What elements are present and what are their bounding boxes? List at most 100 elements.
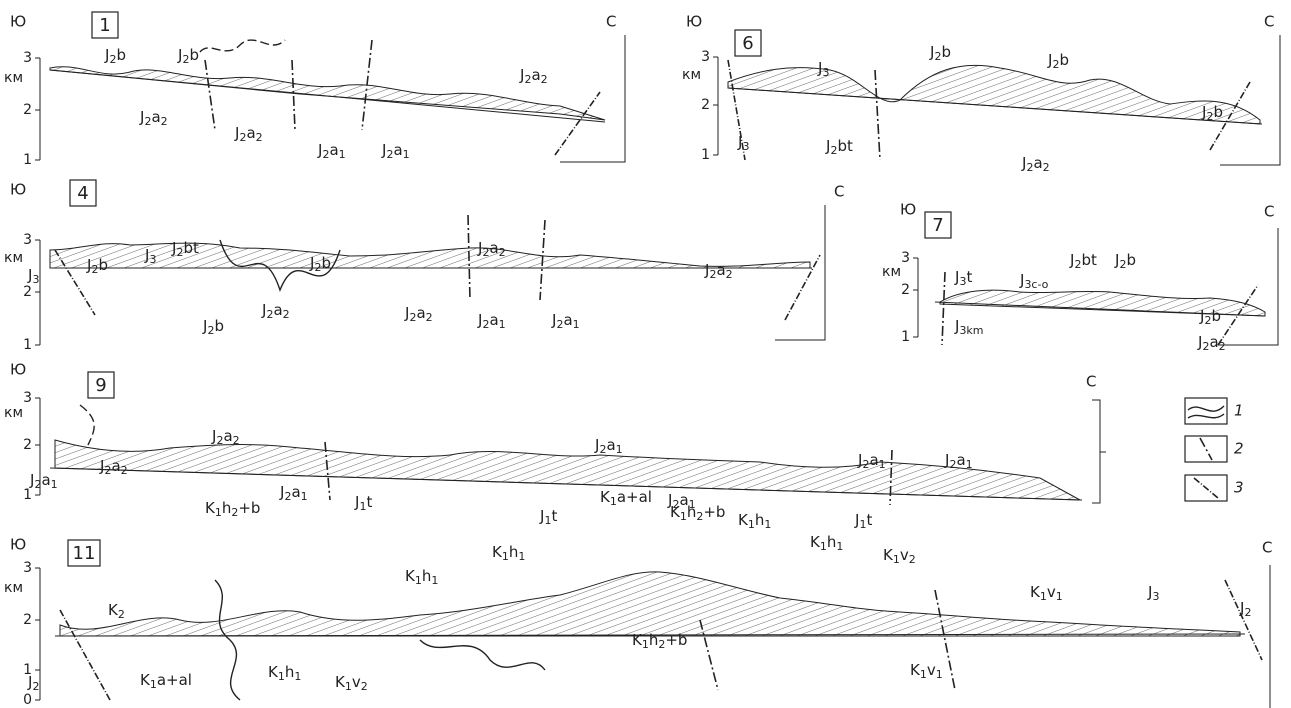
formation-label: J2a1 <box>29 471 58 492</box>
subscript: 1 <box>518 550 525 563</box>
subscript: 1 <box>499 318 506 331</box>
subscript: 2 <box>1052 58 1059 71</box>
label-text: b <box>116 46 126 64</box>
label-text: b <box>1059 51 1069 69</box>
axis-unit: км <box>4 70 23 86</box>
label-text: a+al <box>157 671 192 689</box>
legend-symbol <box>1200 438 1212 460</box>
formation-label: J2a2 <box>234 124 263 145</box>
label-text: v <box>352 673 361 691</box>
label-text: a <box>246 124 255 142</box>
north-label: С <box>1264 203 1274 221</box>
subscript: 3 <box>32 273 39 286</box>
subscript: 2 <box>176 246 183 259</box>
legend-symbol <box>1194 478 1218 498</box>
subscript: 1 <box>680 510 687 523</box>
subscript: 1 <box>544 514 551 527</box>
formation-label: J3c-o <box>1019 271 1049 292</box>
formation-label: J2a1 <box>857 451 886 472</box>
subscript: 1 <box>51 478 58 491</box>
north-label: С <box>1264 13 1274 31</box>
subscript: 1 <box>359 500 366 513</box>
subscript: 2 <box>118 608 125 621</box>
subscript: 1 <box>345 680 352 693</box>
formation-label: J2a1 <box>944 451 973 472</box>
subscript: 1 <box>1056 590 1063 603</box>
south-label: Ю <box>10 361 26 379</box>
subscript: 2 <box>696 510 703 523</box>
north-label: С <box>834 183 844 201</box>
thrust <box>555 92 600 155</box>
label-text: a <box>329 141 338 159</box>
label-text: a <box>291 483 300 501</box>
tick-label: 2 <box>23 437 32 453</box>
label-text: a <box>393 141 402 159</box>
subscript: 2 <box>361 680 368 693</box>
subscript: 2 <box>426 311 433 324</box>
formation-label: J2a1 <box>551 311 580 332</box>
legend-swatch <box>1185 398 1227 424</box>
fault <box>890 450 892 505</box>
legend-label: 2 <box>1234 440 1244 458</box>
formation-label: J2a2 <box>139 108 168 129</box>
formation-label: K1h1 <box>738 511 771 532</box>
tick-label: 3 <box>23 390 32 406</box>
formation-label: J2b <box>177 46 199 67</box>
subscript: 3km <box>959 324 983 337</box>
subscript: 2 <box>322 148 329 161</box>
subscript: 2 <box>709 268 716 281</box>
formation-label: J2a1 <box>594 436 623 457</box>
subscript: 1 <box>616 443 623 456</box>
subscript: 2 <box>239 131 246 144</box>
thrust <box>1225 580 1262 660</box>
formation-label: K1h2+b <box>670 503 725 524</box>
subscript: 2 <box>658 638 665 651</box>
formation-label: J2b <box>104 46 126 67</box>
label-text: h <box>509 543 519 561</box>
tick-label: 1 <box>23 487 32 503</box>
label-text: t <box>551 507 557 525</box>
section-body <box>55 440 1080 500</box>
label-text: a <box>606 436 615 454</box>
legend-symbol <box>1188 406 1224 418</box>
formation-label: J2bt <box>1069 251 1097 272</box>
subscript: 2 <box>32 680 39 693</box>
subscript: 1 <box>610 495 617 508</box>
label-text: a <box>1033 154 1042 172</box>
formation-label: J3km <box>954 317 984 338</box>
tick-label: 3 <box>23 232 32 248</box>
formation-label: J3 <box>817 59 829 80</box>
subscript: 1 <box>431 574 438 587</box>
formation-label: K1a+al <box>140 671 192 692</box>
formation-label: J2b <box>1114 251 1136 272</box>
formation-label: K1a+al <box>600 488 652 509</box>
subscript: 1 <box>764 518 771 531</box>
subscript: 2 <box>1043 161 1050 174</box>
label-text: +b <box>703 503 725 521</box>
subscript: 2 <box>1244 606 1251 619</box>
label-text: a <box>111 457 120 475</box>
subscript: 2 <box>726 268 733 281</box>
subscript: 2 <box>314 261 321 274</box>
formation-label: J2a2 <box>519 66 548 87</box>
subscript: 1 <box>893 553 900 566</box>
subscript: 1 <box>278 670 285 683</box>
formation-label: K1h1 <box>405 567 438 588</box>
formation-label: J1t <box>539 507 557 528</box>
legend-swatch <box>1185 436 1227 462</box>
label-text: bt <box>1081 251 1097 269</box>
subscript: 2 <box>862 458 869 471</box>
tick-label: 3 <box>901 250 910 266</box>
tick-label: 2 <box>23 102 32 118</box>
label-text: b <box>941 43 951 61</box>
section-panel: ЮС7км321J3tJ3c-oJ2btJ2bJ2bJ3kmJ2a2 <box>882 201 1274 354</box>
label-text: bt <box>183 239 199 257</box>
axis-unit: км <box>882 264 901 280</box>
subscript: 1 <box>573 318 580 331</box>
label-text: v <box>927 661 936 679</box>
subscript: 2 <box>1206 110 1213 123</box>
tick-label: 3 <box>23 560 32 576</box>
formation-label: J3 <box>737 133 749 154</box>
frame <box>560 35 625 162</box>
label-text: b <box>98 256 108 274</box>
